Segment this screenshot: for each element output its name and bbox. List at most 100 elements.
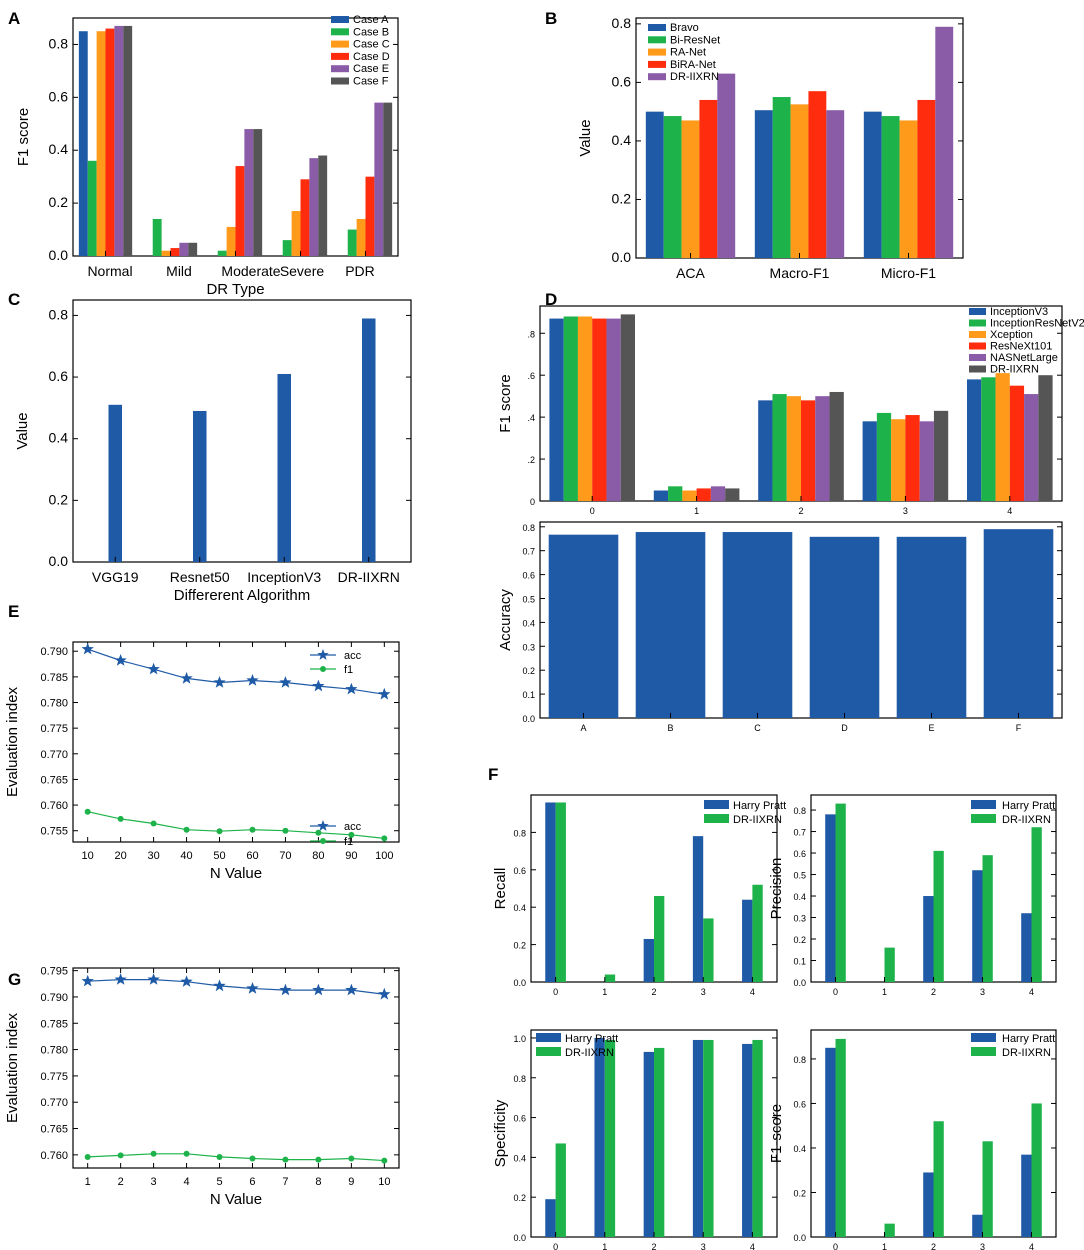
x-tick-label: Severe: [280, 263, 325, 279]
point-E-acc-4: [213, 676, 226, 688]
bar-F3-dr-iixrn-2: [654, 1047, 665, 1237]
legend-label: Harry Pratt: [1002, 1033, 1055, 1045]
y-tick-label: 0: [530, 497, 535, 507]
legend-swatch: [971, 800, 996, 809]
x-tick-label: 90: [345, 850, 357, 862]
x-tick-label: Mild: [166, 263, 192, 279]
bar-A-case-d-1: [170, 248, 180, 256]
bar-D1-resnext101-3: [905, 415, 920, 501]
legend-swatch: [704, 800, 729, 809]
point-G-f1-3: [183, 1150, 190, 1157]
bar-D1-xception-0: [577, 316, 593, 501]
y-tick-label: 0.4: [612, 132, 632, 148]
bar-D1-dr-iixrn-1: [725, 488, 740, 501]
x-tick-label: 3: [151, 1176, 157, 1188]
point-G-acc-7: [312, 983, 325, 996]
bar-D1-xception-4: [995, 373, 1010, 501]
y-tick-label: 0.6: [49, 88, 69, 104]
legend-swatch: [648, 73, 666, 81]
bar-A-case-b-0: [87, 160, 97, 256]
y-tick-label: 0.6: [49, 368, 69, 384]
bar-F2-harry-pratt-3: [972, 870, 983, 982]
y-tick-label: 0.780: [40, 698, 68, 710]
panel-letter-E: E: [8, 602, 19, 621]
bar-A-case-e-4: [374, 102, 384, 256]
point-E-acc-8: [345, 682, 358, 695]
y-tick-label: 0.765: [40, 1124, 68, 1136]
bar-F4-dr-iixrn-0: [835, 1038, 846, 1237]
bar-A-case-d-4: [365, 176, 375, 256]
x-tick-label: 0: [553, 987, 558, 997]
bar-A-case-a-0: [78, 31, 88, 256]
legend-swatch: [648, 48, 666, 56]
legend-marker: [317, 820, 329, 831]
y-tick-label: .6: [527, 371, 535, 381]
point-G-acc-4: [213, 979, 226, 992]
x-tick-label: DR-IIXRN: [338, 569, 400, 585]
point-E-f1-2: [150, 820, 157, 827]
axes-frame-C: [72, 299, 412, 563]
bar-B-bravo-1: [754, 110, 773, 258]
x-tick-label: 4: [1029, 1242, 1034, 1250]
x-tick-label: Moderate: [221, 263, 280, 279]
point-G-f1-7: [315, 1156, 322, 1163]
x-tick-label: 1: [882, 1242, 887, 1250]
legend-swatch: [331, 28, 349, 36]
y-tick-label: 0.8: [513, 1074, 526, 1084]
bar-B-bravo-2: [863, 111, 882, 258]
x-tick-label: 2: [931, 987, 936, 997]
y-tick-label: 0.775: [40, 723, 68, 735]
bar-F4-dr-iixrn-4: [1031, 1103, 1042, 1237]
legend-label: Case C: [353, 39, 390, 51]
legend-marker: [320, 838, 326, 844]
bar-F4-harry-pratt-0: [825, 1047, 836, 1237]
legend-swatch: [969, 308, 986, 315]
x-tick-label: 3: [980, 1242, 985, 1250]
legend-marker: [317, 649, 329, 660]
y-tick-label: 0.765: [40, 774, 68, 786]
bar-A-case-b-2: [217, 250, 227, 256]
y-tick-label: 0.0: [612, 249, 632, 265]
y-tick-label: 0.0: [513, 1233, 526, 1243]
line-E-f1: [87, 811, 385, 839]
point-E-f1-6: [282, 827, 289, 834]
line-E-acc: [87, 648, 385, 695]
y-tick-label: 0.6: [793, 1099, 806, 1109]
bar-D1-resnext101-4: [1009, 385, 1025, 501]
x-tick-label: 20: [115, 850, 127, 862]
legend-swatch: [971, 1047, 996, 1056]
bar-B-bravo-0: [645, 111, 664, 258]
legend-label: Harry Pratt: [1002, 800, 1055, 812]
y-tick-label: 0.4: [793, 892, 806, 902]
bar-F4-harry-pratt-3: [972, 1214, 983, 1237]
legend-label: f1: [344, 836, 353, 848]
y-tick-label: 0.6: [793, 849, 806, 859]
bar-F2-harry-pratt-4: [1021, 913, 1032, 982]
bar-A-case-f-2: [253, 129, 263, 256]
bar-B-dr-iixrn-1: [826, 110, 845, 258]
bar-A-case-d-3: [300, 179, 310, 256]
bar-B-bira-net-1: [808, 91, 827, 258]
bar-F4-dr-iixrn-2: [933, 1121, 944, 1237]
x-tick-label: Macro-F1: [770, 265, 830, 281]
bar-A-case-f-0: [123, 25, 133, 256]
legend-swatch: [971, 1033, 996, 1042]
y-tick-label: 0.0: [793, 1233, 806, 1243]
bar-D2-accuracy-1: [635, 532, 706, 718]
legend-swatch: [971, 814, 996, 823]
x-tick-label: E: [928, 723, 934, 733]
bar-D1-resnext101-0: [592, 318, 607, 501]
x-tick-label: 3: [701, 1242, 706, 1250]
bar-A-case-e-3: [309, 158, 319, 256]
x-axis-label: DR Type: [206, 281, 264, 298]
bar-D1-resnext101-2: [801, 400, 816, 501]
point-G-acc-8: [345, 983, 358, 996]
x-tick-label: Resnet50: [170, 569, 230, 585]
x-tick-label: 2: [651, 987, 656, 997]
y-tick-label: 0.785: [40, 1018, 68, 1030]
bar-A-case-e-0: [114, 25, 124, 256]
panel-letter-C: C: [8, 290, 20, 309]
x-tick-label: 3: [903, 506, 908, 516]
bar-F1-dr-iixrn-0: [555, 802, 566, 982]
